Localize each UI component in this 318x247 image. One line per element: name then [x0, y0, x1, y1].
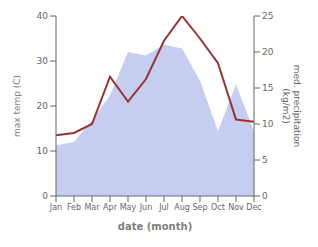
svg-text:Mar: Mar [84, 203, 100, 212]
svg-text:Nov: Nov [228, 203, 244, 212]
svg-text:med. precipitation(kg/m2): med. precipitation(kg/m2) [281, 65, 302, 147]
svg-text:15: 15 [262, 83, 273, 93]
svg-text:Aug: Aug [174, 203, 190, 212]
svg-text:Oct: Oct [211, 203, 225, 212]
svg-text:0: 0 [262, 191, 268, 201]
svg-text:Jan: Jan [49, 203, 62, 212]
svg-text:10: 10 [37, 146, 49, 156]
svg-text:Jul: Jul [158, 203, 169, 212]
svg-text:10: 10 [262, 119, 274, 129]
svg-text:max temp (C): max temp (C) [12, 75, 22, 137]
svg-text:Jun: Jun [139, 203, 153, 212]
svg-text:Sep: Sep [192, 203, 207, 212]
svg-text:Apr: Apr [103, 203, 118, 212]
svg-text:5: 5 [262, 155, 268, 165]
svg-text:Feb: Feb [67, 203, 81, 212]
svg-text:20: 20 [37, 101, 49, 111]
svg-text:40: 40 [37, 11, 49, 21]
svg-text:25: 25 [262, 11, 273, 21]
svg-text:0: 0 [42, 191, 48, 201]
svg-text:20: 20 [262, 47, 274, 57]
svg-text:date (month): date (month) [118, 221, 192, 232]
svg-text:30: 30 [37, 56, 49, 66]
svg-text:Dec: Dec [246, 203, 261, 212]
svg-text:May: May [120, 203, 137, 212]
